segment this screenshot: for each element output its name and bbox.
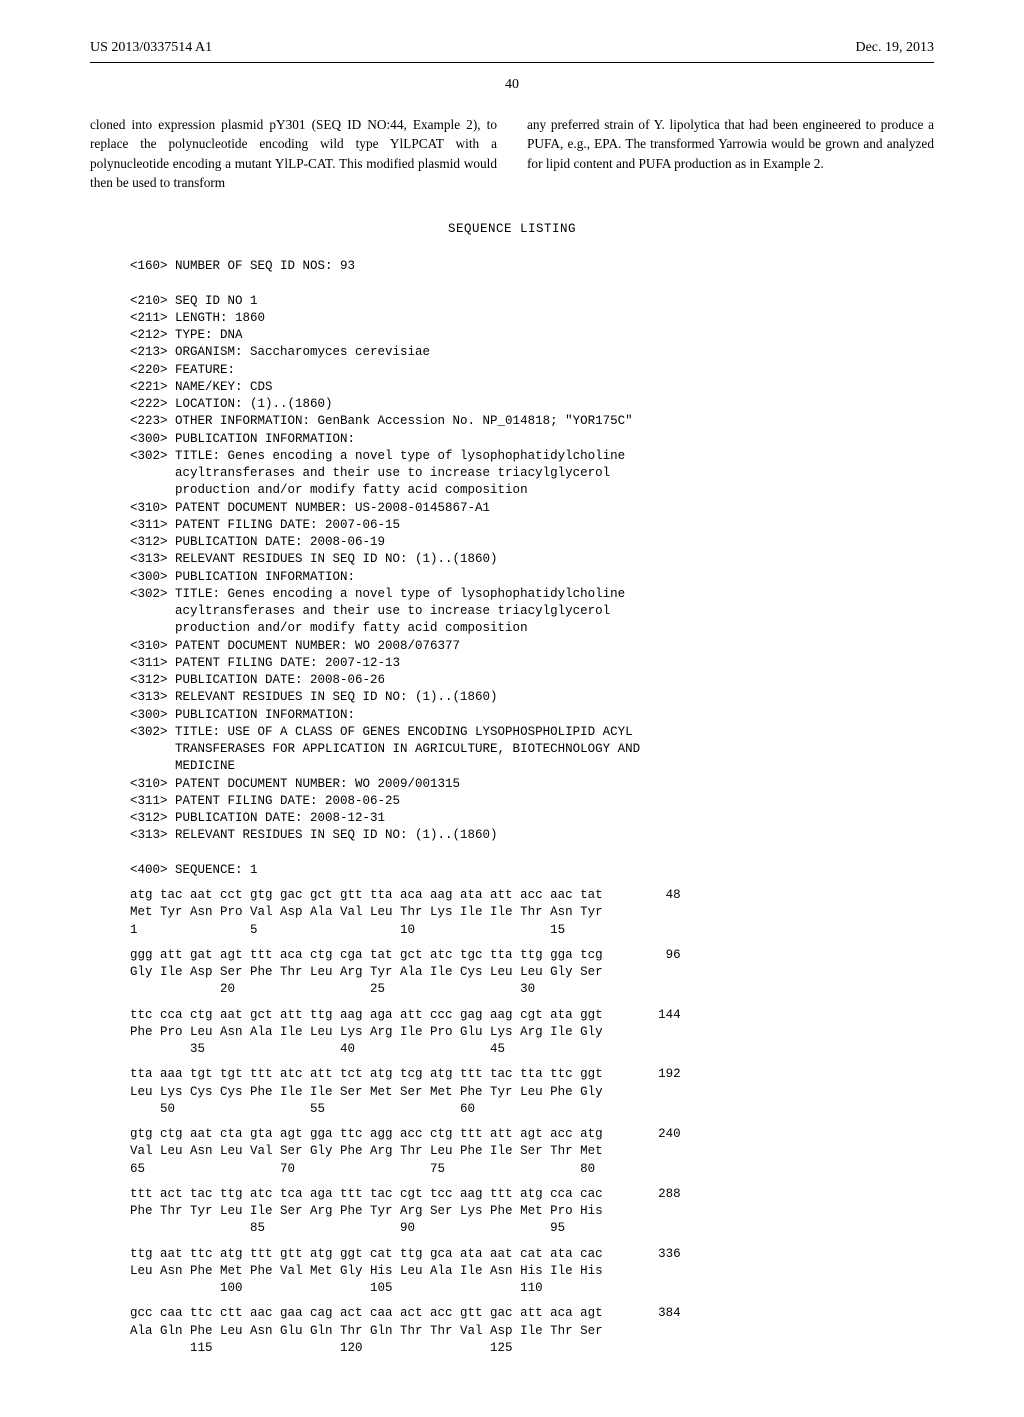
sequence-position: 192 [621, 1066, 681, 1118]
sequence-position: 336 [621, 1246, 681, 1298]
sequence-row: ttc cca ctg aat gct att ttg aag aga att … [130, 1007, 603, 1059]
sequence-position: 144 [621, 1007, 681, 1059]
sequence-position: 48 [621, 887, 681, 939]
sequence-listing-title: SEQUENCE LISTING [90, 222, 934, 236]
sequence-rows: atg tac aat cct gtg gac gct gtt tta aca … [90, 887, 934, 1357]
publication-number: US 2013/0337514 A1 [90, 40, 212, 56]
page-number: 40 [90, 77, 934, 93]
sequence-row: atg tac aat cct gtg gac gct gtt tta aca … [130, 887, 603, 939]
sequence-row: ttg aat ttc atg ttt gtt atg ggt cat ttg … [130, 1246, 603, 1298]
sequence-position: 288 [621, 1186, 681, 1238]
body-right-column: any preferred strain of Y. lipolytica th… [527, 115, 934, 192]
sequence-header: <160> NUMBER OF SEQ ID NOS: 93 <210> SEQ… [130, 258, 934, 879]
sequence-row: tta aaa tgt tgt ttt atc att tct atg tcg … [130, 1066, 603, 1118]
sequence-position: 384 [621, 1305, 681, 1357]
header-divider [90, 62, 934, 63]
body-text: cloned into expression plasmid pY301 (SE… [90, 115, 934, 192]
sequence-row: ggg att gat agt ttt aca ctg cga tat gct … [130, 947, 603, 999]
sequence-position: 240 [621, 1126, 681, 1178]
sequence-row: gcc caa ttc ctt aac gaa cag act caa act … [130, 1305, 603, 1357]
publication-date: Dec. 19, 2013 [855, 40, 934, 56]
body-left-column: cloned into expression plasmid pY301 (SE… [90, 115, 497, 192]
sequence-position: 96 [621, 947, 681, 999]
sequence-row: ttt act tac ttg atc tca aga ttt tac cgt … [130, 1186, 603, 1238]
sequence-row: gtg ctg aat cta gta agt gga ttc agg acc … [130, 1126, 603, 1178]
